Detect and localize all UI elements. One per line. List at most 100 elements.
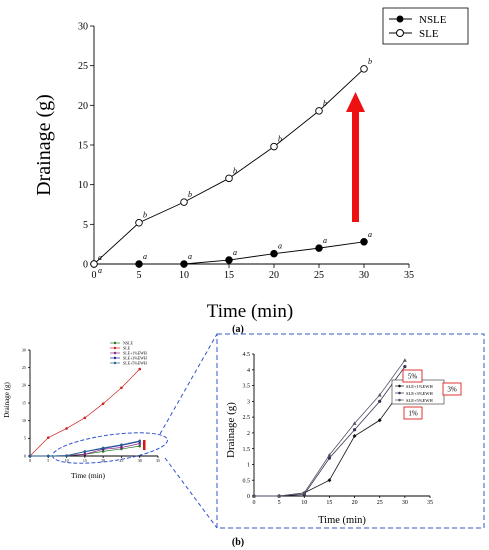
zoom-sle-1-ewh-point <box>327 478 332 483</box>
overview-sle-5-ewh-point <box>138 439 142 443</box>
series-nsle-sig-label: a <box>98 266 102 275</box>
overview-x-tick-label: 5 <box>47 458 49 463</box>
panel-a-x-tick-label: 10 <box>179 270 189 281</box>
series-nsle-point <box>315 244 323 252</box>
overview-y-tick-label: 20 <box>22 383 26 388</box>
panel-a-y-tick-label: 25 <box>78 61 88 72</box>
zoom-sle-3-ewh-point <box>327 456 332 460</box>
panel-b-caption: (b) <box>232 537 244 548</box>
zoom-sle-1-ewh-point <box>352 434 357 439</box>
overview-legend-sle-1-ewh-label: SLE+1%EWH <box>123 351 147 356</box>
series-nsle-sig-label: a <box>188 252 192 261</box>
overview-x-tick-label: 15 <box>83 458 87 463</box>
overview-sle-point <box>120 386 123 390</box>
series-nsle-sig-label: a <box>368 230 372 239</box>
zoom-y-tick-label: 4.5 <box>243 352 251 358</box>
zoom-legend-sle-3-ewh-label: SLE+3%EWH <box>406 391 434 396</box>
series-sle-sig-label: b <box>188 190 192 199</box>
overview-nsle-point <box>138 444 142 448</box>
panel-a-axes <box>93 26 409 265</box>
series-sle-sig-label: b <box>143 211 147 220</box>
series-sle-sig-label: b <box>278 135 282 144</box>
series-sle-point <box>90 260 98 268</box>
legend-nsle-label: NSLE <box>419 14 447 26</box>
overview-sle-1-ewh-point <box>83 452 87 456</box>
panel-a-x-tick-label: 25 <box>314 270 324 281</box>
overview-y-tick-label: 25 <box>22 365 26 370</box>
zoom-box-border <box>216 333 485 529</box>
series-sle-point <box>225 174 233 183</box>
zoom-y-tick-label: 0.5 <box>243 478 251 484</box>
overview-x-tick-label: 0 <box>29 458 31 463</box>
panel-a-caption: (a) <box>232 324 244 335</box>
overview-legend-sle-marker <box>113 346 117 350</box>
zoom-sle-3-ewh-point <box>352 428 357 432</box>
overview-red-marker <box>143 440 146 450</box>
zoom-callout-box <box>402 369 423 383</box>
panel-a-legend-box <box>382 7 469 45</box>
overview-legend-nsle-label: NSLE <box>123 341 134 346</box>
series-sle-point <box>135 218 143 227</box>
zoom-callout-label: 5% <box>408 373 418 381</box>
zoom-sle-5-ewh-point <box>377 393 382 397</box>
series-sle-point <box>360 65 368 73</box>
overview-sle-point <box>101 402 105 406</box>
zoom-sle-5-ewh-point <box>402 358 407 362</box>
overview-sle-1-ewh-point <box>120 446 123 449</box>
series-sle-sig-label: b <box>368 57 372 66</box>
zoom-legend-sle-5-ewh-label: SLE+5%EWH <box>406 398 434 403</box>
overview-zoom-ellipse <box>52 432 168 464</box>
zoom-y-tick-label: 3 <box>247 399 250 405</box>
panel-a-y-tick-label: 20 <box>78 101 88 112</box>
panel-a-y-axis-title: Drainage (g) <box>33 94 55 196</box>
zoom-sle-5-ewh-point <box>352 421 357 425</box>
zoom-x-axis-title: Time (min) <box>318 515 366 526</box>
panel-a-y-tick-label: 10 <box>78 180 88 191</box>
series-nsle-sig-label: a <box>143 252 147 261</box>
overview-x-tick-label: 30 <box>138 458 142 463</box>
legend-nsle-marker <box>396 15 404 23</box>
zoom-x-tick-label: 10 <box>301 500 307 506</box>
zoom-y-tick-label: 0 <box>247 494 250 500</box>
zoom-callout-box <box>442 382 462 396</box>
overview-x-axis-title: Time (min) <box>71 471 106 480</box>
overview-sle-5-ewh-point <box>83 450 87 453</box>
panel-a-x-tick-label: 20 <box>269 270 279 281</box>
zoom-y-tick-label: 3.5 <box>243 384 251 390</box>
panel-a-x-tick-label: 15 <box>224 270 234 281</box>
panel-a-x-tick-label: 0 <box>92 270 97 281</box>
zoom-sle-3-ewh-point <box>378 399 382 403</box>
panel-a-ticks: 0 5 10 15 20 25 30 35 0 5 10 15 20 25 30 <box>78 22 414 282</box>
overview-sle-5-ewh-point <box>28 454 32 458</box>
overview-sle-point <box>138 367 142 371</box>
zoom-x-tick-label: 5 <box>278 500 281 506</box>
overview-y-tick-label: 5 <box>24 436 26 441</box>
panel-a-x-tick-label: 5 <box>137 270 142 281</box>
red-arrow-head <box>346 92 365 112</box>
series-nsle-point <box>135 260 143 268</box>
zoom-callout-box <box>403 406 423 420</box>
overview-legend-sle-5-ewh-marker <box>113 361 117 365</box>
series-nsle-point <box>270 249 278 258</box>
series-sle-point <box>315 107 323 115</box>
overview-legend-sle-5-ewh-label: SLE+5%EWH <box>123 361 147 366</box>
zoom-callouts: 5% 3% 1% <box>402 369 462 420</box>
zoom-sle-5-ewh-point <box>302 490 307 495</box>
zoom-connector-bottom <box>164 457 218 529</box>
overview-legend-sle-label: SLE <box>123 346 131 351</box>
series-nsle-sig-label: a <box>323 236 327 245</box>
legend-sle-label: SLE <box>419 28 439 40</box>
series-sle-point <box>270 142 278 151</box>
zoom-x-tick-label: 0 <box>253 500 256 506</box>
overview-y-tick-label: 10 <box>22 418 26 423</box>
overview-sle-5-ewh-point <box>65 454 68 457</box>
zoom-y-tick-label: 4 <box>247 368 250 374</box>
legend-sle-marker <box>396 29 404 37</box>
overview-y-tick-label: 30 <box>22 347 26 352</box>
zoom-legend-sle-1-ewh-label: SLE+1%EWH <box>406 384 434 389</box>
overview-sle-line <box>29 368 140 457</box>
